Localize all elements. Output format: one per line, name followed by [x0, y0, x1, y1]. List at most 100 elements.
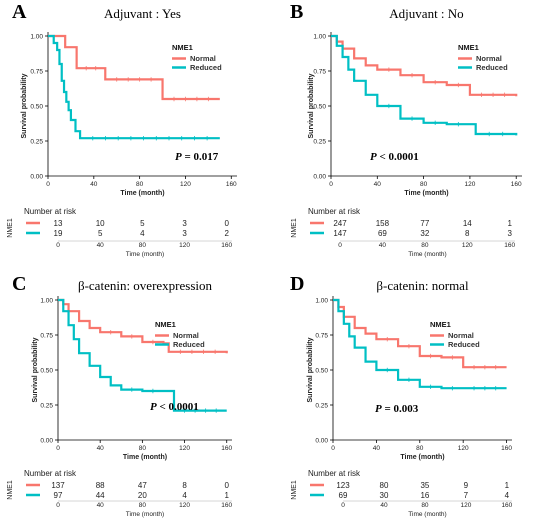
x-axis-label: Time (month) [400, 454, 444, 461]
risk-x-axis-label: Time (month) [408, 251, 446, 258]
risk-count: 1 [225, 491, 230, 500]
risk-count: 88 [96, 481, 105, 490]
panel-letter: C [12, 273, 26, 295]
x-axis-label: Time (month) [120, 190, 164, 197]
p-value: P < 0.0001 [150, 401, 199, 413]
risk-x-tick-label: 120 [179, 242, 190, 249]
x-tick-label: 40 [373, 445, 381, 452]
risk-count: 8 [182, 481, 187, 490]
risk-table-title: Number at risk [308, 469, 361, 478]
risk-count: 4 [505, 491, 510, 500]
risk-count: 0 [225, 219, 230, 228]
risk-count: 247 [333, 219, 347, 228]
legend-title: NME1 [458, 43, 479, 52]
risk-count: 77 [420, 219, 429, 228]
risk-x-tick-label: 0 [341, 502, 345, 509]
x-tick-label: 0 [331, 445, 335, 452]
risk-x-axis-label: Time (month) [408, 511, 446, 518]
y-tick-label: 0.25 [315, 403, 328, 410]
legend-title: NME1 [155, 320, 176, 329]
km-curve-reduced [333, 298, 507, 390]
risk-count: 7 [464, 491, 469, 500]
risk-count: 3 [182, 229, 187, 238]
y-axis-label: Survival probability [308, 73, 315, 138]
y-tick-label: 1.00 [30, 34, 43, 41]
x-tick-label: 160 [221, 445, 232, 452]
risk-table-ylabel: NME1 [7, 218, 14, 238]
risk-x-tick-label: 40 [379, 242, 387, 249]
p-value-symbol: P [150, 401, 157, 413]
risk-table-ylabel: NME1 [291, 480, 298, 500]
risk-x-tick-label: 0 [338, 242, 342, 249]
panel-letter: D [290, 273, 304, 295]
y-tick-label: 0.00 [313, 174, 326, 181]
risk-count: 1 [505, 481, 510, 490]
risk-count: 3 [507, 229, 512, 238]
y-tick-label: 0.50 [40, 368, 53, 375]
p-value-text: = 0.017 [182, 151, 219, 163]
risk-x-tick-label: 80 [421, 502, 429, 509]
risk-table-title: Number at risk [24, 207, 77, 216]
x-tick-label: 0 [329, 181, 333, 188]
y-tick-label: 0.50 [30, 104, 43, 111]
risk-count: 35 [420, 481, 429, 490]
risk-count: 97 [54, 491, 63, 500]
x-tick-label: 80 [416, 445, 424, 452]
km-panel-b: B Adjuvant : No0.000.250.500.751.000 40 80 1… [290, 1, 522, 258]
legend-label-normal: Normal [476, 54, 502, 63]
risk-x-axis-label: Time (month) [126, 511, 164, 518]
risk-x-tick-label: 160 [221, 242, 232, 249]
risk-x-tick-label: 80 [421, 242, 429, 249]
risk-count: 158 [376, 219, 390, 228]
y-tick-label: 0.75 [315, 333, 328, 340]
risk-x-tick-label: 0 [56, 242, 60, 249]
y-tick-label: 0.25 [30, 139, 43, 146]
risk-count: 14 [463, 219, 472, 228]
risk-table-ylabel: NME1 [7, 480, 14, 500]
x-axis-label: Time (month) [404, 190, 448, 197]
risk-count: 123 [336, 481, 350, 490]
panel-letter: B [290, 1, 303, 23]
km-curve-reduced [331, 34, 518, 136]
legend-title: NME1 [430, 320, 451, 329]
y-axis-label: Survival probability [21, 73, 28, 138]
risk-count: 10 [96, 219, 105, 228]
y-axis-label: Survival probability [307, 337, 314, 402]
risk-count: 9 [464, 481, 469, 490]
panel-title: β-catenin: normal [376, 278, 469, 293]
p-value-symbol: P [370, 151, 377, 163]
x-tick-label: 160 [511, 181, 522, 188]
panel-title: β-catenin: overexpression [78, 278, 213, 293]
y-tick-label: 1.00 [315, 298, 328, 305]
y-tick-label: 1.00 [313, 34, 326, 41]
risk-count: 44 [96, 491, 105, 500]
x-tick-label: 40 [90, 181, 98, 188]
risk-x-tick-label: 160 [501, 502, 512, 509]
risk-count: 47 [138, 481, 147, 490]
risk-x-tick-label: 120 [460, 502, 471, 509]
risk-count: 0 [225, 481, 230, 490]
risk-table-title: Number at risk [308, 207, 361, 216]
km-curve-normal [331, 34, 518, 97]
y-tick-label: 0.50 [315, 368, 328, 375]
legend-label-reduced: Reduced [448, 340, 480, 349]
x-tick-label: 160 [226, 181, 237, 188]
p-value: P = 0.017 [175, 151, 219, 163]
p-value: P = 0.003 [375, 403, 419, 415]
y-tick-label: 0.75 [313, 69, 326, 76]
x-tick-label: 0 [46, 181, 50, 188]
x-tick-label: 80 [420, 181, 428, 188]
risk-x-tick-label: 80 [139, 242, 147, 249]
risk-count: 32 [420, 229, 429, 238]
y-tick-label: 0.75 [40, 333, 53, 340]
x-tick-label: 0 [56, 445, 60, 452]
km-curve-reduced [58, 298, 227, 412]
risk-x-tick-label: 80 [139, 502, 147, 509]
risk-x-tick-label: 40 [97, 242, 105, 249]
risk-x-tick-label: 120 [462, 242, 473, 249]
